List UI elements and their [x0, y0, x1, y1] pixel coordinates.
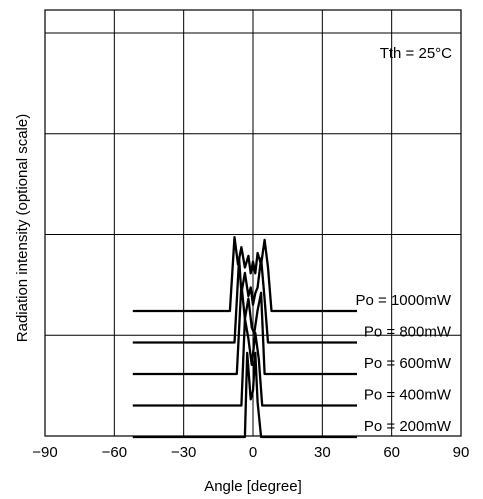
- series-label: Po = 1000mW: [356, 292, 452, 309]
- gridlines: [45, 10, 461, 436]
- x-tick-label: 0: [249, 444, 257, 461]
- series-line: [132, 282, 357, 376]
- series-line: [132, 351, 357, 439]
- series-label: Po = 800mW: [364, 324, 452, 341]
- x-tick-label: 60: [383, 444, 400, 461]
- x-axis-title: Angle [degree]: [204, 478, 302, 495]
- x-tick-label: −90: [32, 444, 57, 461]
- series-label: Po = 200mW: [364, 418, 452, 435]
- series-line: [132, 235, 357, 313]
- series-line: [132, 317, 357, 407]
- curves: [132, 235, 357, 439]
- annotation-temperature: Tth = 25°C: [380, 45, 452, 62]
- series-labels: Po = 1000mW Po = 800mW Po = 600mW Po = 400m…: [356, 292, 452, 435]
- y-axis-title: Radiation intensity (optional scale): [14, 114, 31, 342]
- series-line: [132, 257, 357, 344]
- x-tick-labels: −90 −60 −30 0 30 60 90: [32, 444, 469, 461]
- x-tick-label: 30: [314, 444, 331, 461]
- x-tick-label: −60: [102, 444, 127, 461]
- x-tick-label: −30: [171, 444, 196, 461]
- series-label: Po = 400mW: [364, 387, 452, 404]
- x-tick-label: 90: [453, 444, 470, 461]
- series-label: Po = 600mW: [364, 355, 452, 372]
